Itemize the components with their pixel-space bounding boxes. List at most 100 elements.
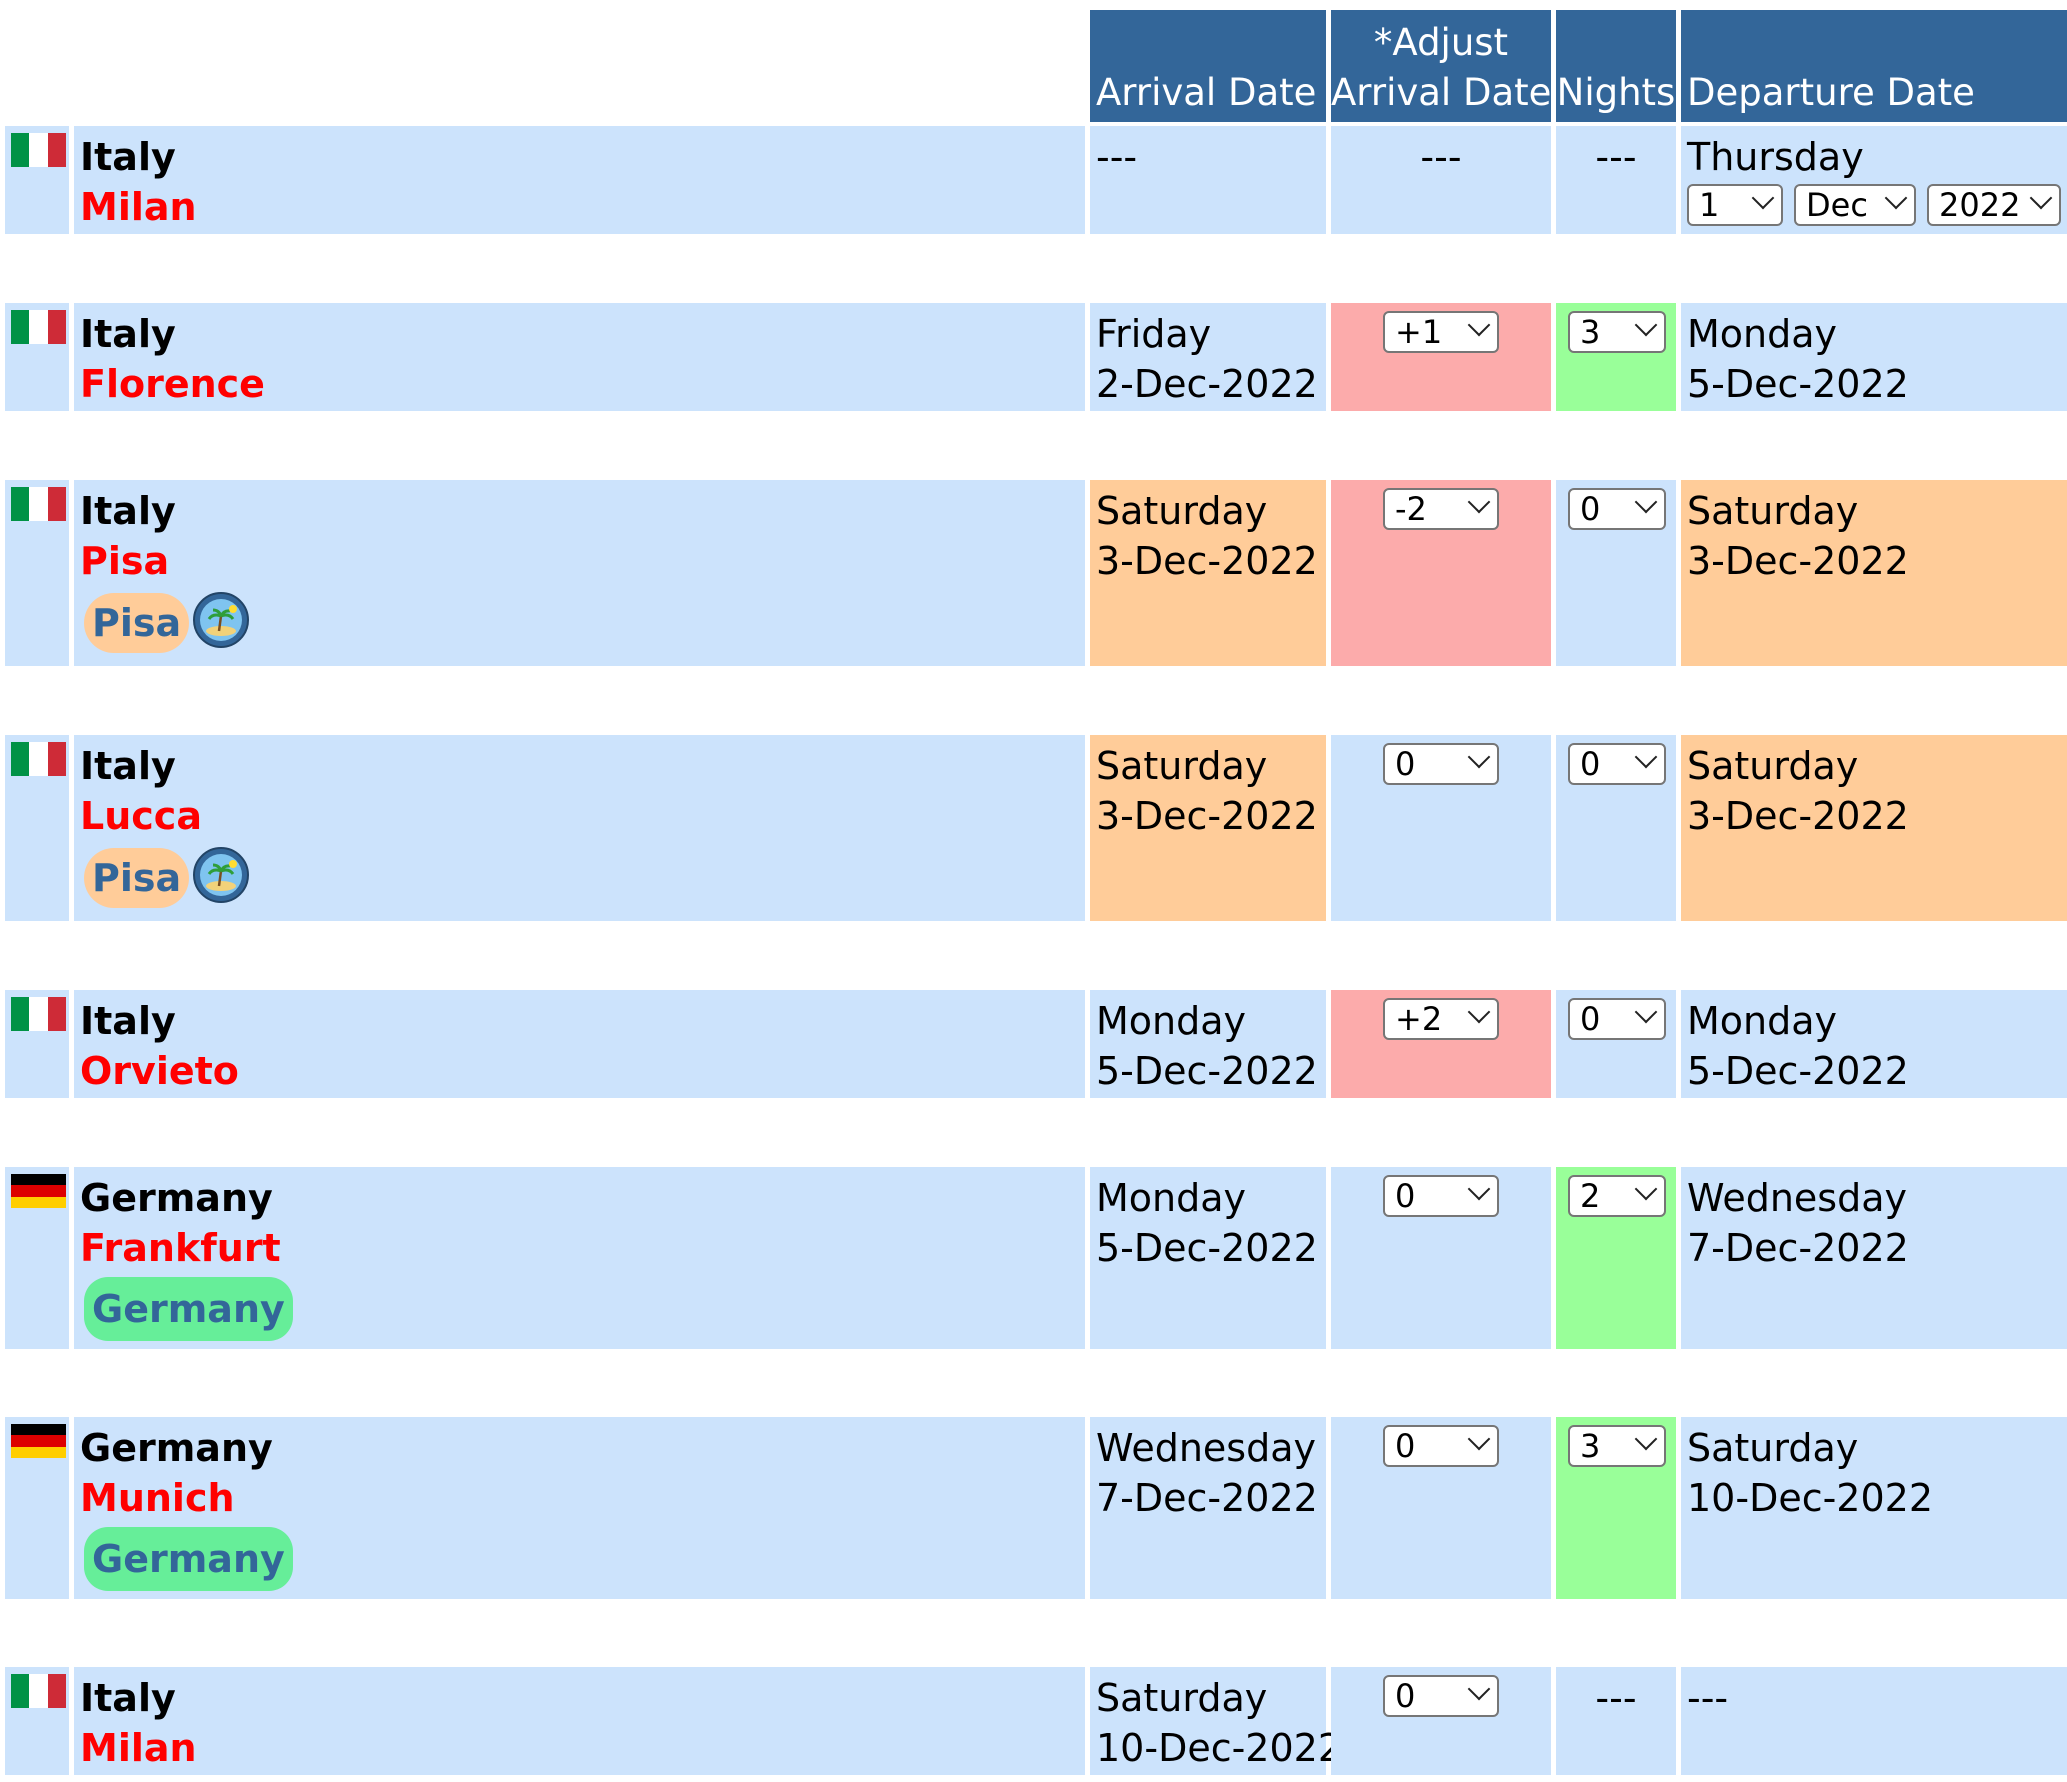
- italy-flag-icon: [11, 487, 66, 521]
- flag-cell: [5, 1167, 69, 1349]
- nights-cell: 2: [1556, 1167, 1676, 1349]
- start-month-select[interactable]: Dec: [1794, 184, 1916, 226]
- departure-date-cell: Thursday 1 Dec 2022: [1681, 126, 2067, 234]
- italy-flag-icon: [11, 742, 66, 776]
- departure-weekday: Saturday: [1687, 744, 1859, 788]
- departure-weekday: Thursday: [1687, 135, 1864, 179]
- chevron-down-icon: [1634, 490, 1658, 514]
- start-day-select[interactable]: 1: [1687, 184, 1783, 226]
- city-link[interactable]: Lucca: [80, 794, 202, 838]
- adjust-select[interactable]: 0: [1383, 743, 1499, 785]
- arrival-date-cell: Saturday 3-Dec-2022: [1090, 735, 1326, 921]
- departure-date-cell: Wednesday 7-Dec-2022: [1681, 1167, 2067, 1349]
- chevron-down-icon: [1634, 1000, 1658, 1024]
- region-tag-pisa[interactable]: Pisa: [84, 593, 190, 653]
- departure-date: 3-Dec-2022: [1687, 539, 1909, 583]
- chevron-down-icon: [1467, 745, 1491, 769]
- country-name: Italy: [80, 999, 176, 1043]
- nights-cell: 3: [1556, 303, 1676, 411]
- italy-flag-icon: [11, 1674, 66, 1708]
- nights-cell: 0: [1556, 735, 1676, 921]
- arrival-date: 2-Dec-2022: [1096, 362, 1318, 406]
- adjust-select[interactable]: +1: [1383, 311, 1499, 353]
- adjust-value: ---: [1420, 135, 1462, 179]
- arrival-weekday: Monday: [1096, 999, 1247, 1043]
- nights-select[interactable]: 0: [1568, 998, 1666, 1040]
- flag-cell: [5, 735, 69, 921]
- arrival-weekday: Saturday: [1096, 744, 1268, 788]
- city-link[interactable]: Frankfurt: [80, 1226, 281, 1270]
- adjust-select[interactable]: -2: [1383, 488, 1499, 530]
- region-tag-germany[interactable]: Germany: [84, 1527, 293, 1591]
- arrival-weekday: Friday: [1096, 312, 1212, 356]
- city-link[interactable]: Florence: [80, 362, 265, 406]
- adjust-cell: ---: [1331, 126, 1551, 234]
- header-nights: Nights: [1556, 10, 1676, 122]
- header-adjust-arrival-date: *Adjust Arrival Date: [1331, 10, 1551, 122]
- arrival-date-cell: Friday 2-Dec-2022: [1090, 303, 1326, 411]
- departure-date-cell: Saturday 3-Dec-2022: [1681, 480, 2067, 666]
- header-departure-date: Departure Date: [1681, 10, 2067, 122]
- arrival-date-cell: Saturday 10-Dec-2022: [1090, 1667, 1343, 1775]
- departure-date: 10-Dec-2022: [1687, 1476, 1934, 1520]
- arrival-date-cell: Monday 5-Dec-2022: [1090, 990, 1326, 1098]
- departure-weekday: Monday: [1687, 312, 1838, 356]
- departure-date-cell: Monday 5-Dec-2022: [1681, 303, 2067, 411]
- arrival-weekday: Wednesday: [1096, 1426, 1317, 1470]
- departure-date: 3-Dec-2022: [1687, 794, 1909, 838]
- adjust-cell: 0: [1331, 735, 1551, 921]
- departure-date: ---: [1687, 1676, 1729, 1720]
- city-link[interactable]: Pisa: [80, 539, 170, 583]
- location-cell: Italy Milan: [74, 1667, 1085, 1775]
- chevron-down-icon: [1634, 1177, 1658, 1201]
- departure-weekday: Monday: [1687, 999, 1838, 1043]
- arrival-weekday: Saturday: [1096, 1676, 1268, 1720]
- island-icon[interactable]: [192, 846, 250, 904]
- nights-select[interactable]: 0: [1568, 743, 1666, 785]
- arrival-date-cell: ---: [1090, 126, 1326, 234]
- region-tag-pisa[interactable]: Pisa: [84, 848, 190, 908]
- adjust-select[interactable]: 0: [1383, 1425, 1499, 1467]
- city-link[interactable]: Milan: [80, 1726, 197, 1770]
- adjust-select[interactable]: +2: [1383, 998, 1499, 1040]
- adjust-cell: -2: [1331, 480, 1551, 666]
- nights-cell: 3: [1556, 1417, 1676, 1599]
- location-cell: Germany Frankfurt Germany: [74, 1167, 1085, 1349]
- chevron-down-icon: [1751, 186, 1775, 210]
- arrival-date: 3-Dec-2022: [1096, 539, 1318, 583]
- arrival-weekday: Monday: [1096, 1176, 1247, 1220]
- nights-select[interactable]: 0: [1568, 488, 1666, 530]
- island-icon[interactable]: [192, 591, 250, 649]
- region-tag-germany[interactable]: Germany: [84, 1277, 293, 1341]
- adjust-cell: +2: [1331, 990, 1551, 1098]
- nights-select[interactable]: 2: [1568, 1175, 1666, 1217]
- adjust-cell: +1: [1331, 303, 1551, 411]
- adjust-cell: 0: [1331, 1167, 1551, 1349]
- nights-select[interactable]: 3: [1568, 1425, 1666, 1467]
- chevron-down-icon: [1467, 313, 1491, 337]
- nights-cell: ---: [1556, 1667, 1676, 1775]
- location-cell: Germany Munich Germany: [74, 1417, 1085, 1599]
- flag-cell: [5, 990, 69, 1098]
- adjust-cell: 0: [1331, 1667, 1551, 1775]
- arrival-date-cell: Monday 5-Dec-2022: [1090, 1167, 1326, 1349]
- country-name: Italy: [80, 135, 176, 179]
- chevron-down-icon: [2029, 186, 2053, 210]
- arrival-date: 10-Dec-2022: [1096, 1726, 1343, 1770]
- start-year-select[interactable]: 2022: [1927, 184, 2061, 226]
- country-name: Germany: [80, 1176, 273, 1220]
- adjust-select[interactable]: 0: [1383, 1175, 1499, 1217]
- city-link[interactable]: Orvieto: [80, 1049, 239, 1093]
- departure-date-cell: Saturday 10-Dec-2022: [1681, 1417, 2067, 1599]
- arrival-date-cell: Saturday 3-Dec-2022: [1090, 480, 1326, 666]
- location-cell: Italy Florence: [74, 303, 1085, 411]
- italy-flag-icon: [11, 133, 66, 167]
- nights-select[interactable]: 3: [1568, 311, 1666, 353]
- adjust-cell: 0: [1331, 1417, 1551, 1599]
- adjust-select[interactable]: 0: [1383, 1675, 1499, 1717]
- chevron-down-icon: [1467, 1677, 1491, 1701]
- city-link[interactable]: Munich: [80, 1476, 235, 1520]
- city-link[interactable]: Milan: [80, 185, 197, 229]
- chevron-down-icon: [1634, 313, 1658, 337]
- departure-weekday: Saturday: [1687, 1426, 1859, 1470]
